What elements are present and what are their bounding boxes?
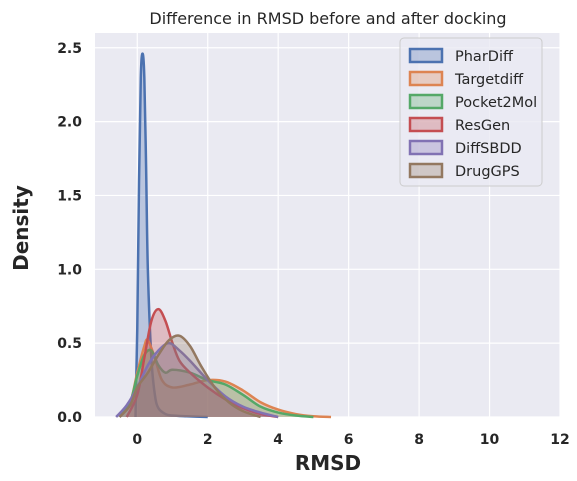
legend-swatch [408,139,444,156]
y-tick-labels: 0.0 0.5 1.0 1.5 2.0 2.5 [57,41,82,426]
legend-box [399,37,543,187]
legend-label: Targetdiff [454,72,524,88]
series-line-targetdiff [118,338,332,419]
series-area-targetdiff [119,339,332,417]
legend-swatch [408,162,444,179]
y-tick-label: 0.0 [57,410,82,426]
series-line-phardiff [134,52,208,419]
x-tick-label: 6 [344,432,354,448]
legend-swatch [408,47,444,64]
legend-label: DrugGPS [455,164,520,180]
series-line-pocket2mol [118,348,314,419]
legend-label: DiffSBDD [455,141,522,157]
series-area-druggps [119,335,261,417]
y-axis-label: Density [9,185,33,271]
y-tick-label: 2.0 [57,115,82,131]
legend-label: ResGen [455,118,510,134]
y-tick-label: 2.5 [57,41,82,57]
x-tick-label: 12 [550,432,569,448]
legend-label: PharDiff [455,49,514,65]
x-tick-labels: 0 2 4 6 8 10 12 [132,432,569,448]
y-tick-label: 0.5 [57,336,82,352]
x-axis-label: RMSD [295,451,361,475]
legend-swatch [408,93,444,110]
series-layer [115,52,332,419]
x-tick-label: 10 [480,432,500,448]
legend-label: Pocket2Mol [455,95,537,111]
series-area-diffsbdd [116,343,279,417]
y-tick-label: 1.0 [57,262,82,278]
series-line-druggps [118,334,261,419]
series-line-resgen [125,307,279,419]
x-tick-label: 8 [414,432,424,448]
series-area-pocket2mol [119,349,314,417]
x-tick-label: 0 [132,432,142,448]
chart-title: Difference in RMSD before and after dock… [149,9,506,28]
legend: PharDiff Targetdiff Pocket2Mol ResGen DiffSB… [399,37,543,187]
x-tick-label: 2 [203,432,213,448]
y-tick-label: 1.5 [57,188,82,204]
x-tick-label: 4 [273,432,283,448]
series-area-resgen [126,309,279,417]
legend-swatch [408,70,444,87]
legend-swatch [408,116,444,133]
